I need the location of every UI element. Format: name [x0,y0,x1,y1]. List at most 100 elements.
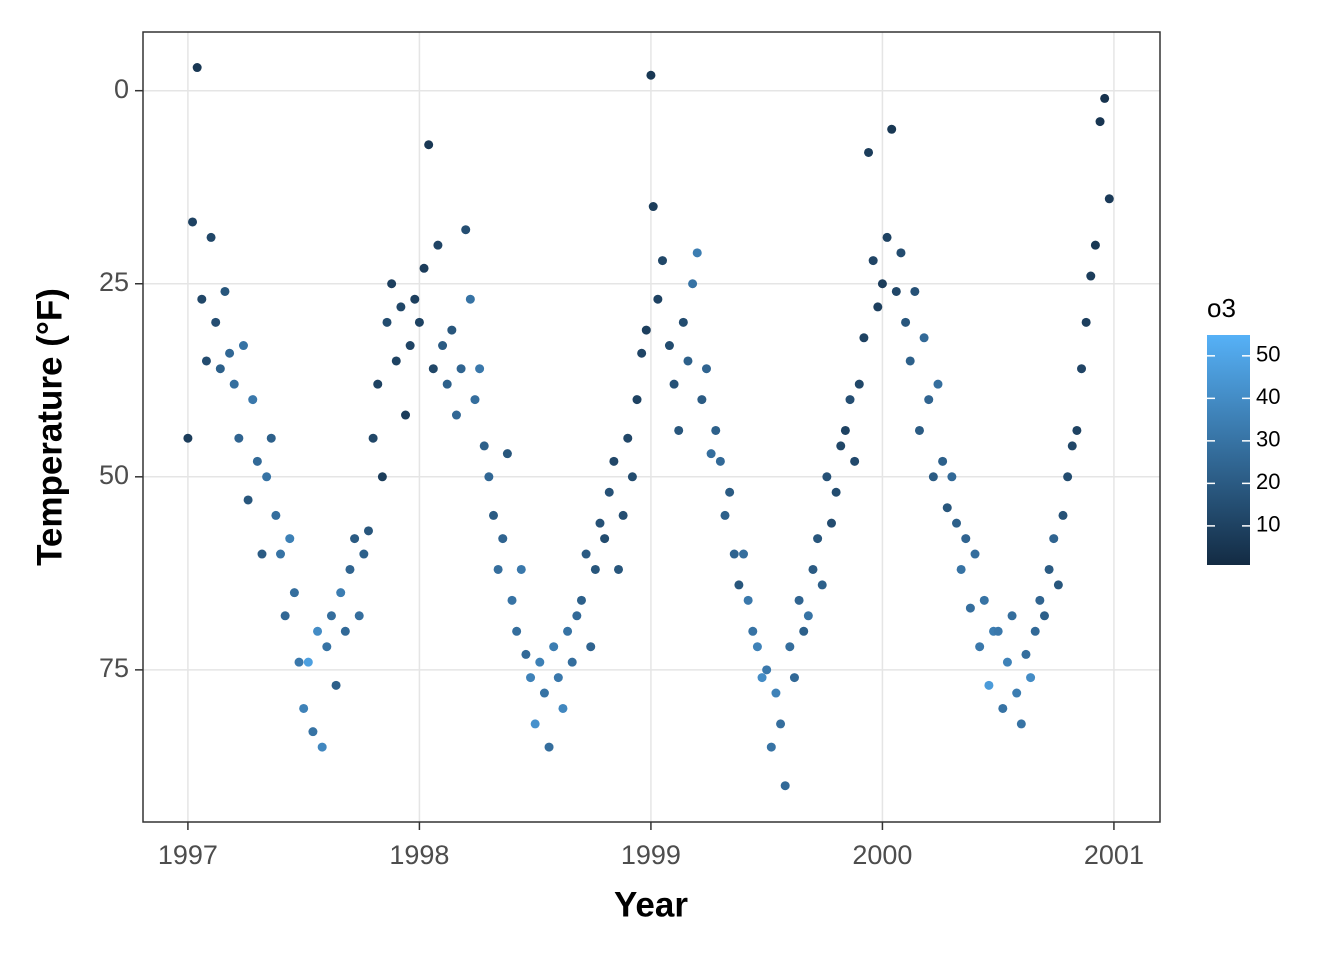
point [1044,564,1054,574]
point [456,364,466,374]
point [789,673,799,683]
x-axis-title: Year [614,885,688,924]
point [984,680,994,690]
point [766,742,776,752]
point [442,379,452,389]
point [748,626,758,636]
point [648,202,658,212]
point [1049,534,1059,544]
point [567,657,577,667]
point [465,294,475,304]
point [234,433,244,443]
point [618,510,628,520]
point [674,425,684,435]
point [799,626,809,636]
point [952,518,962,528]
point [734,580,744,590]
point [882,232,892,242]
point [521,649,531,659]
point [794,595,804,605]
point [257,549,267,559]
point [507,595,517,605]
point [576,595,586,605]
point [238,341,248,351]
point [896,248,906,258]
point [248,395,258,405]
y-axis-title: Temperature (°F) [30,288,69,566]
point [822,472,832,482]
point [326,611,336,621]
point [711,425,721,435]
point [428,364,438,374]
point [1100,93,1110,103]
point [280,611,290,621]
point [553,673,563,683]
point [308,727,318,737]
point [762,665,772,675]
point [854,379,864,389]
point [1086,271,1096,281]
y-tick-label: 75 [99,653,129,683]
point [637,348,647,358]
point [276,549,286,559]
point [928,472,938,482]
point [595,518,605,528]
point [475,364,485,374]
point [683,356,693,366]
point [1095,117,1105,127]
point [813,534,823,544]
point [368,433,378,443]
point [965,603,975,613]
point [627,472,637,482]
point [743,595,753,605]
point [405,341,415,351]
point [363,526,373,536]
point [715,456,725,466]
point [1021,649,1031,659]
point [558,703,568,713]
point [817,580,827,590]
point [266,433,276,443]
point [956,564,966,574]
point [461,225,471,235]
point [211,317,221,327]
point [345,564,355,574]
x-tick-label: 2000 [852,840,912,870]
point [739,549,749,559]
colorbar-label: 50 [1256,342,1280,367]
point [192,63,202,73]
point [785,642,795,652]
point [414,317,424,327]
point [692,248,702,258]
point [868,256,878,266]
point [419,263,429,273]
y-tick-label: 25 [99,267,129,297]
point [623,433,633,443]
point [979,595,989,605]
point [470,395,480,405]
point [975,642,985,652]
point [938,456,948,466]
point [488,510,498,520]
point [1072,425,1082,435]
point [859,333,869,343]
point [924,395,934,405]
point [447,325,457,335]
x-tick-label: 1997 [158,840,218,870]
point [993,626,1003,636]
point [382,317,392,327]
point [549,642,559,652]
point [1067,441,1077,451]
point [516,564,526,574]
point [706,449,716,459]
point [303,657,313,667]
point [1090,240,1100,250]
point [410,294,420,304]
colorbar-label: 10 [1256,512,1280,537]
colorbar-label: 20 [1256,469,1280,494]
point [336,588,346,598]
point [1053,580,1063,590]
point [604,487,614,497]
point [424,140,434,150]
point [350,534,360,544]
